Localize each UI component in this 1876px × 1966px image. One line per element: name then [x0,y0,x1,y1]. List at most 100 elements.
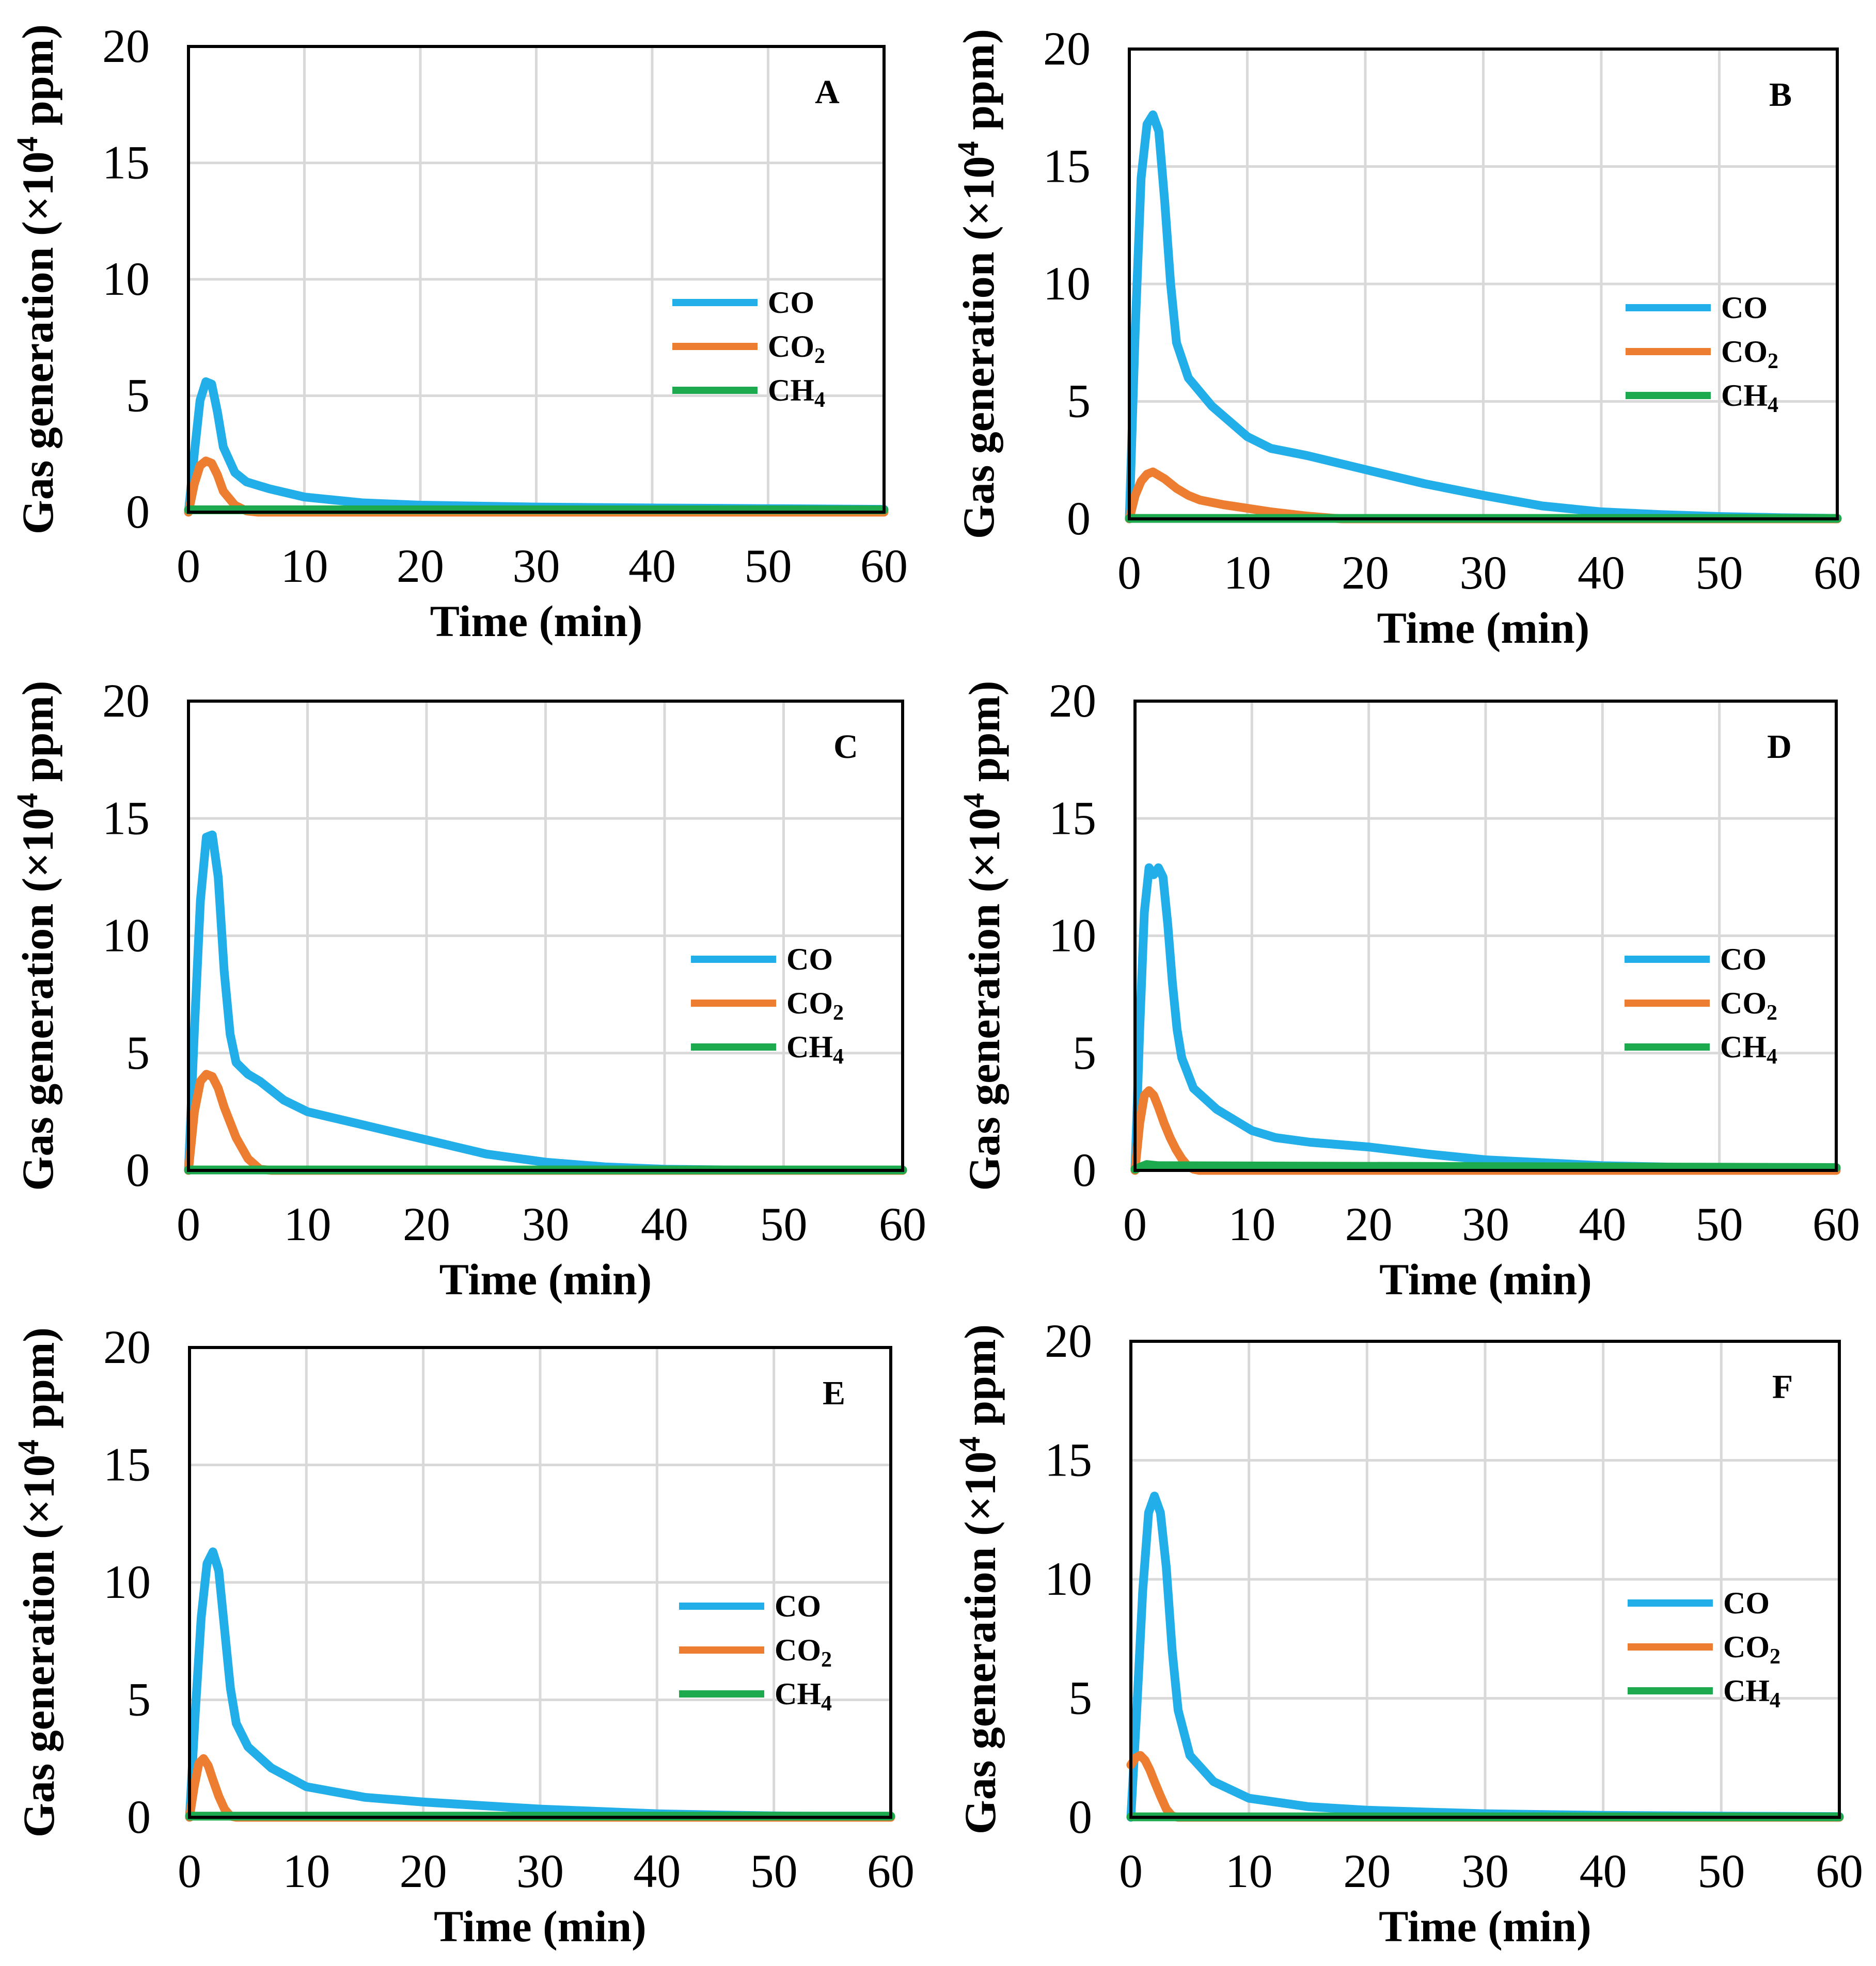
y-tick-label: 5 [1068,1672,1092,1724]
legend-label-subscript: 2 [1767,1001,1777,1025]
x-axis-title: Time (min) [1379,1255,1592,1304]
panel-label: A [815,73,840,111]
plot-area-frame [187,700,904,1172]
legend-label-subscript: 4 [1770,1689,1780,1713]
legend-label-co: CO [786,942,833,976]
panel-label: B [1769,76,1792,114]
y-tick-label: 20 [102,20,150,72]
x-tick-label: 30 [1462,1198,1509,1250]
x-tick-label: 0 [177,1198,200,1250]
legend-label-co2: CO2 [775,1633,832,1672]
x-tick-label: 30 [1460,546,1507,599]
x-tick-label: 0 [1123,1198,1147,1250]
x-tick-label: 30 [1461,1845,1509,1897]
y-axis-title-unit: ppm) [13,680,62,792]
y-axis-title-main: Gas generation (×10 [14,1454,64,1837]
y-axis-title: Gas generation (×104 ppm) [957,680,1009,1191]
legend-label-text: CO [1721,291,1768,325]
x-tick-label: 0 [178,1845,201,1897]
legend-label-ch4: CH4 [1723,1674,1780,1713]
x-tick-label: 20 [1342,546,1389,599]
series-line-co [1125,110,1842,524]
x-tick-label: 20 [403,1198,450,1250]
legend-label-subscript: 4 [1767,1045,1777,1069]
legend-label-co: CO [768,286,814,320]
x-tick-label: 10 [281,540,328,592]
legend-label-co: CO [775,1589,821,1623]
legend-label-text: CH [1721,378,1768,413]
y-tick-label: 0 [126,1144,150,1196]
y-axis-title-unit: ppm) [954,29,1003,141]
y-tick-label: 0 [1067,492,1091,545]
legend: CO CO2 CH4 [1628,1586,1780,1713]
legend-label-subscript: 4 [1768,393,1778,417]
legend-label-ch4: CH4 [775,1677,832,1716]
y-tick-label: 15 [1049,791,1096,844]
y-tick-label: 15 [102,791,150,844]
legend-label-text: CO [1723,1586,1770,1620]
y-tick-label: 10 [103,1556,151,1608]
y-tick-label: 20 [103,1321,151,1373]
y-tick-label: 5 [1067,375,1091,427]
x-tick-label: 50 [1696,546,1743,599]
x-tick-label: 40 [633,1845,681,1897]
panel-label: E [823,1374,845,1412]
legend-label-co2: CO2 [1723,1630,1780,1669]
y-tick-label: 10 [102,909,150,962]
legend-label-text: CO [1720,986,1767,1020]
chart-panel-d: 0 10 20 30 40 50 60 0 5 10 15 20 Time (min) Gas gener… [957,674,1860,1304]
legend-label-text: CO [768,329,814,363]
legend-label-co: CO [1723,1586,1770,1620]
x-tick-label: 60 [860,540,908,592]
legend-label-subscript: 4 [821,1692,832,1716]
legend-label-co2: CO2 [1720,986,1777,1025]
y-tick-label: 20 [1045,1314,1092,1367]
x-tick-label: 60 [1812,1198,1860,1250]
legend-label-co2: CO2 [768,329,825,368]
x-tick-label: 20 [1345,1198,1393,1250]
x-tick-label: 10 [284,1198,332,1250]
x-tick-label: 50 [745,540,792,592]
x-tick-label: 20 [400,1845,447,1897]
x-tick-label: 10 [282,1845,330,1897]
y-axis-title: Gas generation (×104 ppm) [10,24,62,534]
chart-panel-c: 0 10 20 30 40 50 60 0 5 10 15 20 Time (min) Gas gener… [10,674,926,1304]
y-axis-title-main: Gas generation (×10 [954,156,1003,539]
y-axis-title-exponent: 4 [11,1439,45,1454]
plot-area-frame [1129,1340,1841,1819]
y-tick-label: 10 [1049,909,1096,962]
y-tick-label: 15 [1045,1434,1092,1486]
y-tick-label: 5 [1073,1026,1096,1079]
legend-label-text: CO [775,1589,821,1623]
legend-label-text: CH [1723,1674,1770,1708]
x-tick-label: 40 [628,540,676,592]
y-axis-title-main: Gas generation (×10 [955,1451,1005,1834]
legend-label-subscript: 2 [833,1001,844,1025]
y-axis-title-exponent: 4 [10,793,44,808]
legend-label-text: CO [1721,335,1768,369]
y-axis-title-unit: ppm) [14,1327,64,1439]
legend-label-ch4: CH4 [786,1030,844,1069]
panel-label: F [1772,1368,1793,1406]
x-tick-label: 60 [879,1198,926,1250]
x-axis-title: Time (min) [434,1901,647,1951]
legend-label-text: CO [768,286,814,320]
y-tick-label: 20 [1043,22,1091,75]
x-tick-label: 60 [867,1845,915,1897]
y-tick-label: 15 [102,136,150,189]
y-tick-label: 10 [102,252,150,305]
legend-label-ch4: CH4 [1721,378,1778,417]
series-line-ch4 [1130,1160,1841,1174]
x-axis-title: Time (min) [1377,603,1590,653]
y-axis-title-unit: ppm) [13,24,62,136]
legend-label-text: CH [768,373,814,407]
y-axis-title-main: Gas generation (×10 [13,808,62,1191]
legend-label-text: CO [1720,942,1767,976]
y-tick-label: 5 [126,369,150,422]
y-tick-label: 5 [126,1026,150,1079]
legend-label-co: CO [1721,291,1768,325]
